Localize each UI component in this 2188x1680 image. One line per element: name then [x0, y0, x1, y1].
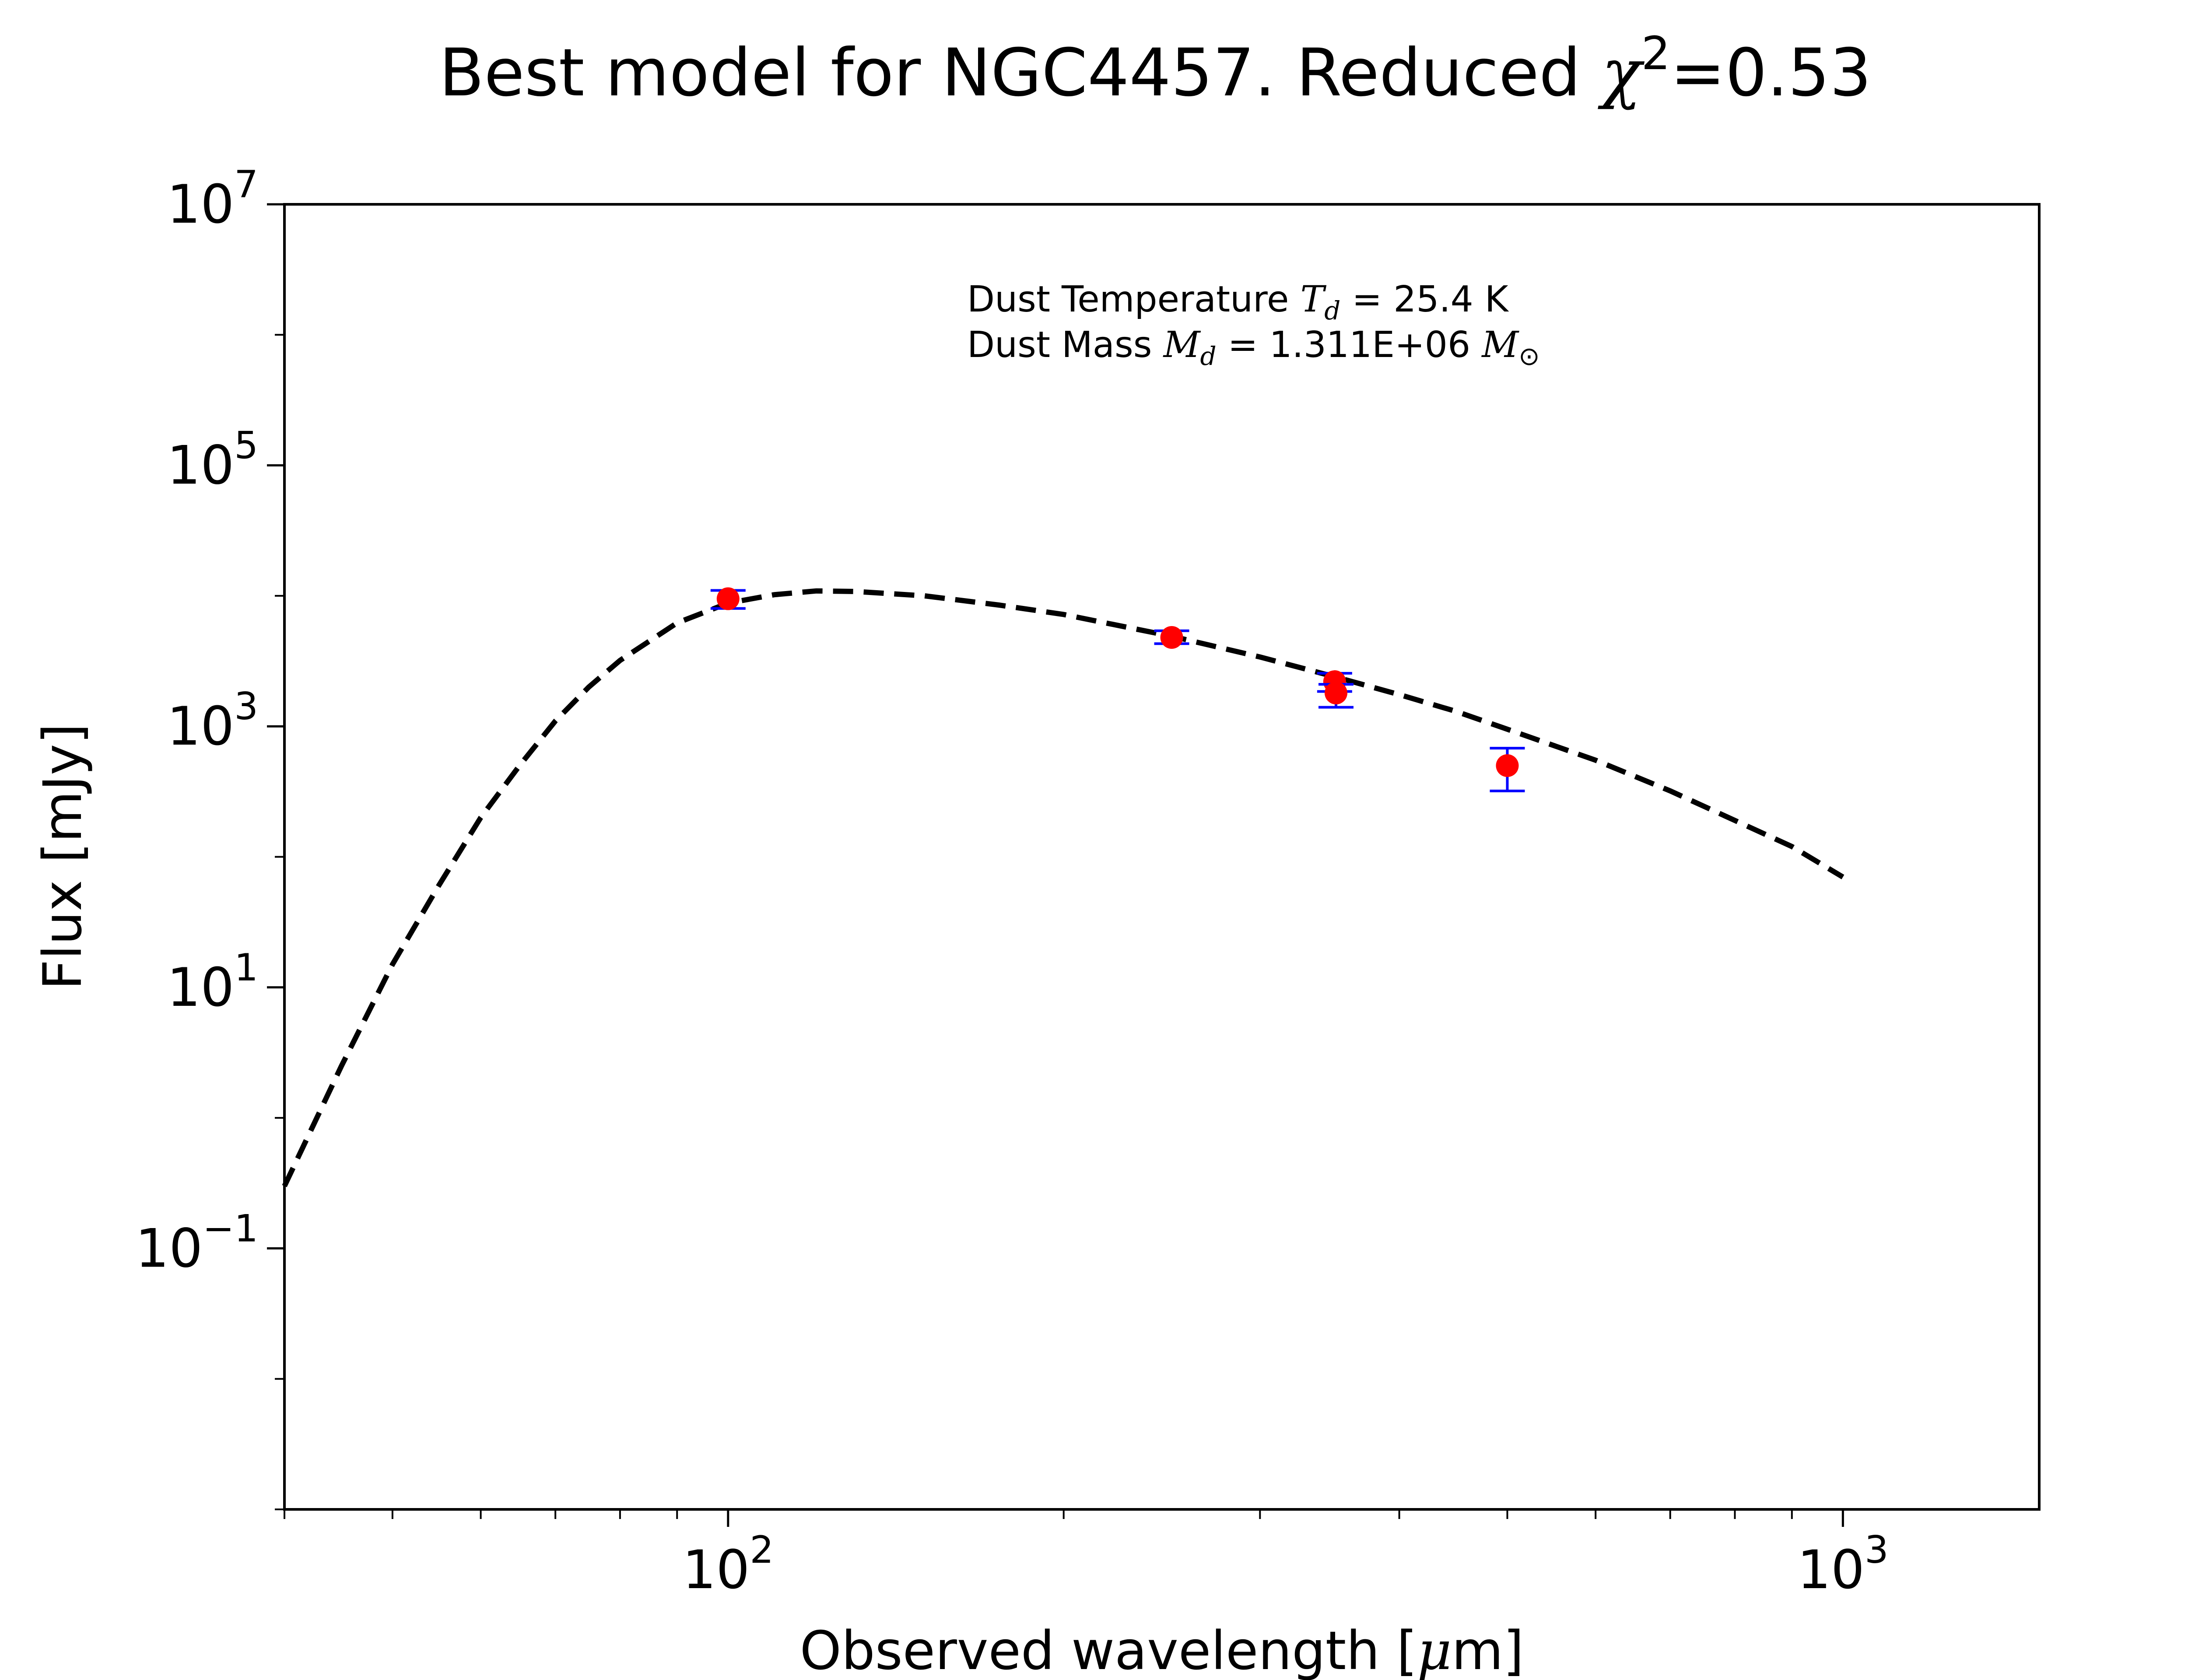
axis-ticks: 102 103 107 105 103 101 10−1	[135, 163, 1888, 1601]
data-point	[1160, 626, 1183, 649]
model-curve	[282, 588, 1844, 1187]
observations-group	[710, 587, 1525, 792]
y-axis-label: Flux [mJy]	[32, 723, 94, 990]
x-axis-label: Observed wavelength [μm]	[800, 1620, 1524, 1680]
model-curve-group	[282, 588, 1844, 1187]
dust-mass-annotation: Dust Mass Md = 1.311E+06 M⊙	[967, 324, 1540, 371]
y-tick-label: 105	[167, 424, 258, 497]
y-tick-label: 107	[167, 163, 258, 235]
y-tick-label: 101	[167, 946, 258, 1018]
data-point	[716, 587, 740, 610]
x-tick-label: 103	[1797, 1528, 1889, 1601]
y-tick-label: 10−1	[135, 1207, 258, 1279]
data-point	[1325, 682, 1348, 705]
chart-title: Best model for NGC4457. Reduced χ2=0.53	[439, 27, 1871, 111]
y-tick-label: 103	[167, 685, 258, 757]
dust-temperature-annotation: Dust Temperature Td = 25.4 K	[967, 279, 1509, 326]
data-point	[1496, 754, 1519, 777]
x-tick-label: 102	[682, 1528, 774, 1601]
